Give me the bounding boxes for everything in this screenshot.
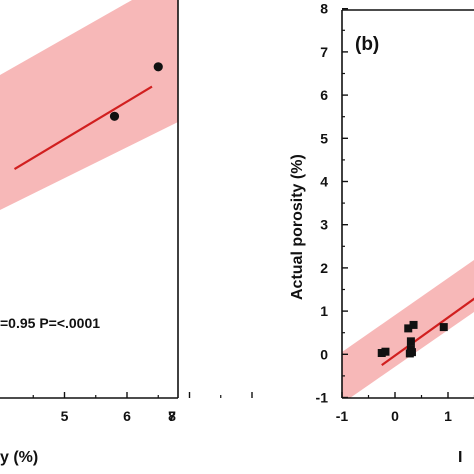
b-fit-line bbox=[381, 297, 474, 366]
a-stats-annotation: =0.95 P=<.0001 bbox=[0, 315, 100, 331]
b-points-group bbox=[377, 320, 448, 358]
b-point-6 bbox=[409, 320, 418, 329]
b-x-tick-label: 1 bbox=[444, 408, 452, 424]
a-band-fill bbox=[0, 0, 178, 210]
b-y-tick-label: 6 bbox=[320, 87, 328, 103]
a-fit-line-group bbox=[13, 85, 153, 171]
b-y-tick-label: -1 bbox=[316, 390, 329, 406]
b-point-7 bbox=[406, 337, 415, 346]
a-x-tick-label: 7 bbox=[168, 408, 176, 424]
b-y-tick-label: 3 bbox=[320, 217, 328, 233]
b-y-axis-title: Actual porosity (%) bbox=[289, 154, 306, 300]
b-panel-label: (b) bbox=[355, 34, 379, 55]
b-fit-line-group bbox=[381, 297, 474, 366]
a-point-0 bbox=[109, 111, 120, 121]
a-x-tick-label: 5 bbox=[61, 408, 69, 424]
b-point-2 bbox=[404, 324, 413, 333]
b-x-axis-title: I bbox=[458, 449, 462, 466]
b-x-tick-label: 0 bbox=[391, 408, 399, 424]
b-x-tick-label: -1 bbox=[336, 408, 349, 424]
b-point-5 bbox=[407, 348, 416, 357]
b-y-tick-label: 4 bbox=[320, 174, 328, 190]
b-y-tick-label: 8 bbox=[320, 1, 328, 17]
a-x-axis-title: y (%) bbox=[0, 449, 38, 466]
b-y-tick-label: 7 bbox=[320, 44, 328, 60]
b-point-1 bbox=[381, 347, 390, 356]
a-axes: 5 6 78 bbox=[0, 0, 253, 424]
b-y-tick-label: 1 bbox=[320, 303, 328, 319]
b-axes: -1 0 1 2 3 4 5 6 7 8 -1 0 1 bbox=[316, 1, 474, 424]
b-point-8 bbox=[439, 323, 448, 332]
a-fit-line bbox=[13, 85, 153, 171]
b-y-tick-label: 5 bbox=[320, 130, 328, 146]
a-points-group bbox=[109, 62, 163, 121]
b-y-tick-label: 0 bbox=[320, 346, 328, 362]
a-x-tick-label: 6 bbox=[123, 408, 131, 424]
panel-a: 5 6 78 =0.95 P=<.0001 y (%) bbox=[0, 0, 253, 466]
b-y-tick-label: 2 bbox=[320, 260, 328, 276]
a-x-tick-label: 8 bbox=[168, 408, 176, 424]
a-confidence-band bbox=[0, 0, 178, 210]
a-point-1 bbox=[153, 62, 163, 72]
